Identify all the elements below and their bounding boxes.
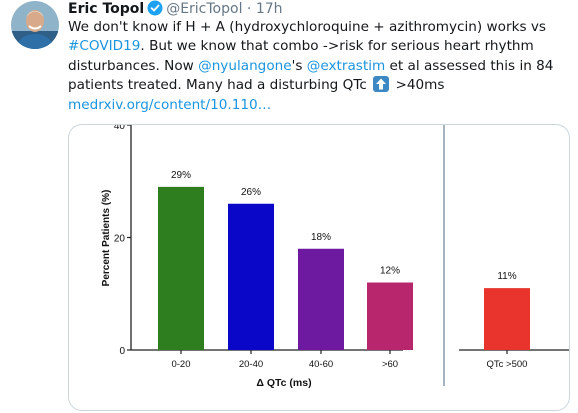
data-label: 11% — [497, 271, 516, 282]
x-tick-label: 20-40 — [239, 359, 263, 370]
mention-link-nyulangone[interactable]: @nyulangone — [198, 57, 292, 74]
bar-20-40 — [228, 203, 274, 350]
tweet-text-fragment: . But we know that combo ->risk for seri… — [140, 38, 534, 55]
mention-link-extrastim[interactable]: @extrastim — [306, 57, 386, 74]
avatar[interactable] — [11, 1, 59, 49]
data-label: 12% — [380, 266, 400, 277]
y-tick-label: 20 — [114, 234, 126, 245]
x-tick-label: >60 — [382, 359, 398, 370]
tweet-timestamp[interactable]: 17h — [255, 1, 283, 17]
tweet-line-5: medrxiv.org/content/10.110… — [68, 96, 568, 115]
x-tick-label: QTc >500 — [487, 359, 528, 370]
data-label: 26% — [241, 187, 261, 198]
tweet-media-image[interactable]: 0 20 40 Percent Patients (%) 29% 0-20 26% 20-40… — [68, 124, 570, 411]
tweet-text-fragment: patients treated. Many had a disturbing … — [68, 77, 367, 94]
y-tick-label: 0 — [119, 346, 125, 357]
hashtag-link[interactable]: #COVID19 — [68, 38, 141, 55]
tweet-text-fragment: et al assessed this in 84 — [385, 57, 554, 74]
x-tick-label: 40-60 — [309, 359, 333, 370]
data-label: 29% — [171, 170, 191, 181]
verified-badge-icon — [147, 0, 163, 21]
qtc-bar-chart: 0 20 40 Percent Patients (%) 29% 0-20 26% 20-40… — [101, 125, 569, 389]
author-name[interactable]: Eric Topol — [68, 1, 145, 17]
bar-0-20 — [158, 186, 204, 350]
article-link[interactable]: medrxiv.org/content/10.110… — [68, 96, 272, 113]
tweet-text-fragment: >40ms — [395, 77, 445, 94]
tweet-line-3: disturbances. Now @nyulangone's @extrast… — [68, 57, 568, 76]
y-tick-label: 40 — [114, 125, 126, 132]
tweet-line-1: We don't know if H + A (hydroxychloroqui… — [68, 19, 546, 35]
data-label: 18% — [311, 232, 331, 243]
up-arrow-emoji-icon — [373, 76, 390, 93]
tweet-line-2: #COVID19. But we know that combo ->risk … — [68, 37, 568, 56]
bar->60 — [367, 282, 413, 350]
author-handle[interactable]: @EricTopol — [166, 1, 243, 17]
tweet-text: We don't know if H + A (hydroxychloroqui… — [68, 18, 568, 115]
x-axis-label: Δ QTc (ms) — [256, 377, 311, 389]
bar-QTc >500 — [484, 288, 530, 350]
x-tick-label: 0-20 — [171, 359, 190, 370]
tweet-line-4: patients treated. Many had a disturbing … — [68, 76, 568, 95]
header-separator: · — [246, 1, 252, 17]
tweet-text-fragment: disturbances. Now — [68, 57, 199, 74]
tweet-header: Eric Topol @EricTopol · 17h — [68, 0, 283, 21]
bar-40-60 — [298, 248, 344, 350]
y-axis-label: Percent Patients (%) — [101, 190, 112, 287]
tweet-text-fragment: 's — [291, 57, 307, 74]
